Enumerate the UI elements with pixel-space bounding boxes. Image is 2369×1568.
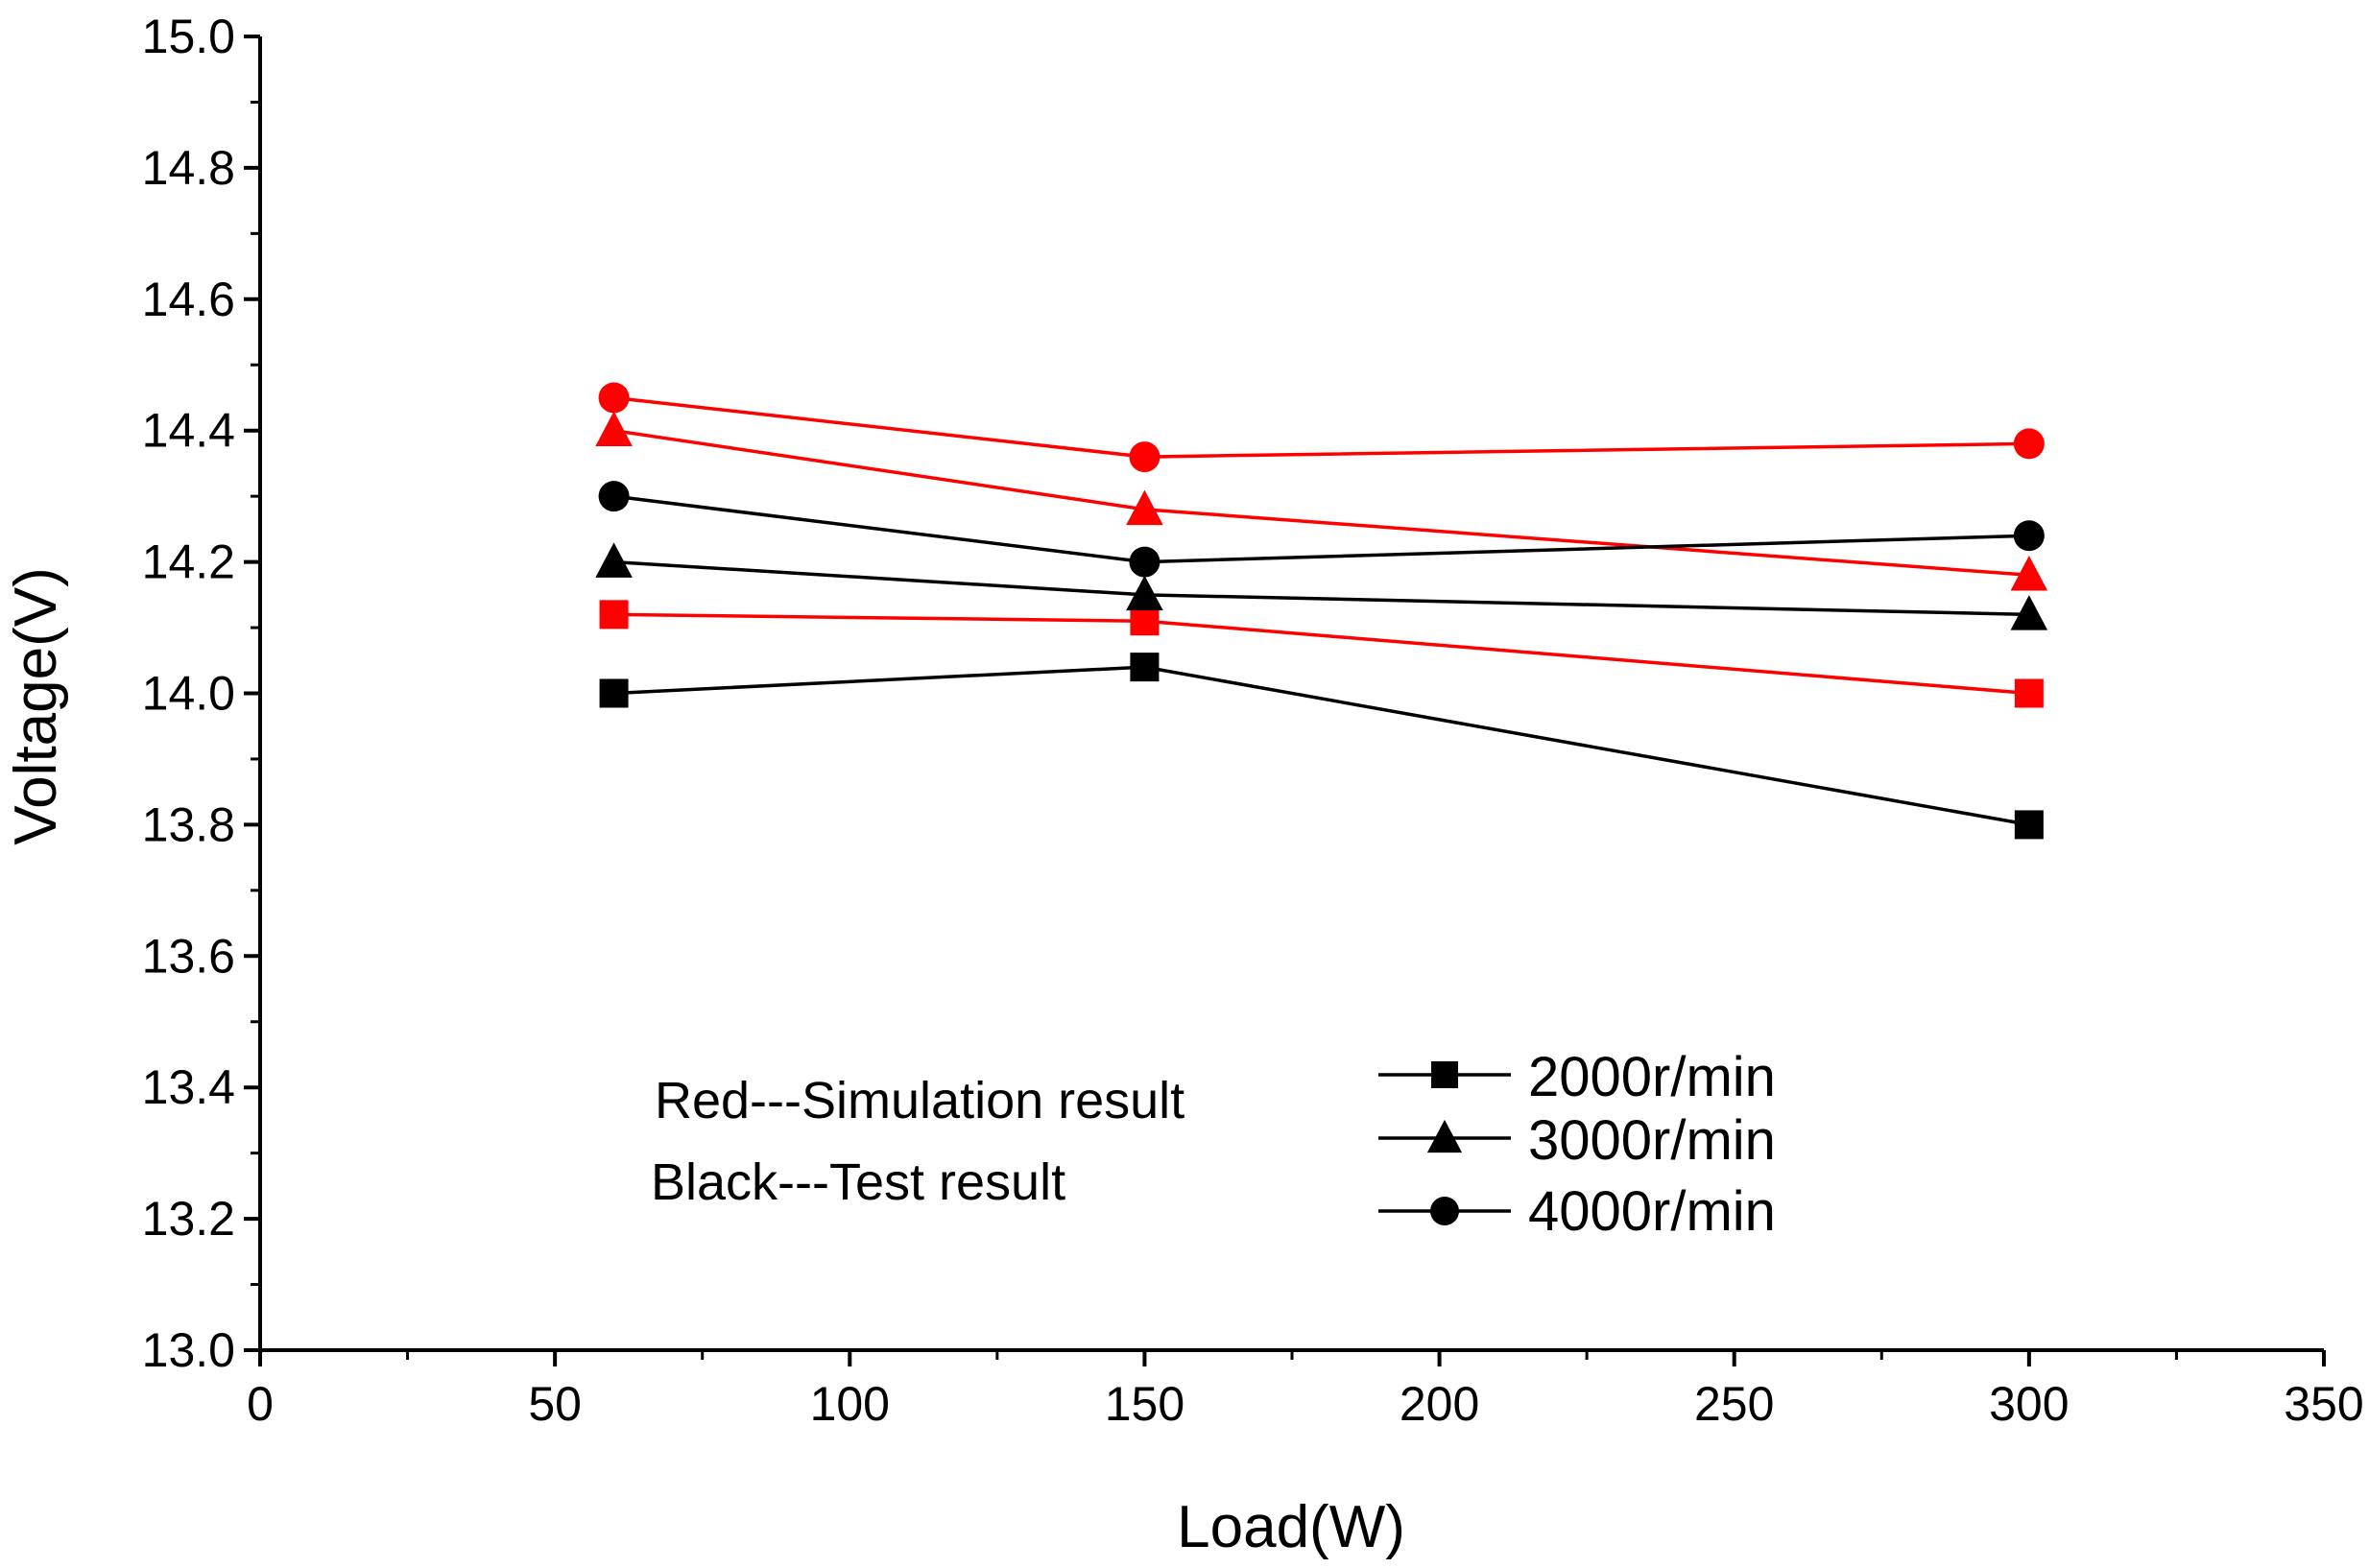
x-tick-label: 0 [247, 1377, 274, 1431]
series-3000r-min-test [595, 542, 2048, 630]
data-point-circle [1129, 546, 1161, 578]
x-tick-label: 100 [810, 1377, 890, 1431]
y-tick-label: 13.0 [142, 1323, 235, 1377]
y-tick-label: 13.6 [142, 929, 235, 983]
legend-label-3000: 3000r/min [1528, 1109, 1776, 1172]
data-point-circle [2013, 428, 2045, 460]
series-4000r-min-simulation [598, 382, 2045, 473]
data-point-triangle [1126, 489, 1163, 526]
y-tick-label: 14.0 [142, 667, 235, 721]
data-point-triangle [2010, 595, 2048, 630]
data-point-square [599, 678, 629, 708]
data-point-square [1130, 606, 1160, 636]
x-tick-label: 300 [1989, 1377, 2069, 1431]
series-4000r-min-test [598, 481, 2045, 578]
y-tick-label: 15.0 [142, 10, 235, 63]
data-point-square [2014, 810, 2044, 840]
x-tick-label: 200 [1400, 1377, 1479, 1431]
y-tick-label: 14.8 [142, 141, 235, 195]
series-line [613, 428, 2029, 578]
data-point-triangle [595, 411, 633, 446]
y-tick-label: 13.2 [142, 1192, 235, 1246]
data-point-circle [598, 481, 630, 512]
x-tick-label: 50 [528, 1377, 582, 1431]
data-point-triangle [1126, 575, 1163, 611]
y-tick-label: 14.4 [142, 404, 235, 458]
legend-label-4000: 4000r/min [1528, 1180, 1776, 1243]
x-tick-label: 150 [1105, 1377, 1184, 1431]
data-point-circle [1129, 441, 1161, 473]
series-line [613, 494, 2029, 564]
legend-marker-square [1431, 1061, 1458, 1088]
legend-label-2000: 2000r/min [1528, 1046, 1776, 1108]
y-tick-label: 14.6 [142, 273, 235, 326]
series-2000r-min-simulation [599, 600, 2044, 708]
data-point-square [599, 600, 629, 630]
data-point-square [1130, 653, 1160, 682]
y-tick-label: 14.2 [142, 535, 235, 589]
series-line [613, 665, 2030, 827]
series-line [613, 559, 2029, 617]
axes: 13.0 13.2 13.4 13.6 13.8 14.0 14.2 14.4 14.6 14.8… [142, 10, 2364, 1431]
legend-marker-circle [1430, 1197, 1459, 1225]
plot-series [595, 382, 2048, 840]
y-tick-label: 13.8 [142, 797, 235, 851]
legend: 2000r/min 3000r/min 4000r/min [1378, 1046, 1776, 1243]
data-point-circle [598, 382, 630, 414]
series-3000r-min-simulation [595, 411, 2048, 591]
x-axis-title: Load(W) [1177, 1494, 1405, 1560]
series-line [613, 395, 2029, 459]
series-2000r-min-test [599, 653, 2044, 840]
y-tick-label: 13.4 [142, 1060, 235, 1114]
x-tick-label: 250 [1694, 1377, 1774, 1431]
data-point-triangle [2010, 556, 2048, 591]
annotation-simulation: Red---Simulation result [655, 1072, 1184, 1129]
annotation-block: Red---Simulation result Black---Test res… [651, 1072, 1184, 1211]
data-point-square [2014, 678, 2044, 708]
x-tick-label: 350 [2284, 1377, 2363, 1431]
y-axis-title: Voltage(V) [3, 567, 69, 845]
annotation-test: Black---Test result [651, 1153, 1065, 1211]
data-point-triangle [595, 542, 633, 578]
legend-marker-triangle [1426, 1119, 1463, 1153]
data-point-circle [2013, 520, 2045, 552]
